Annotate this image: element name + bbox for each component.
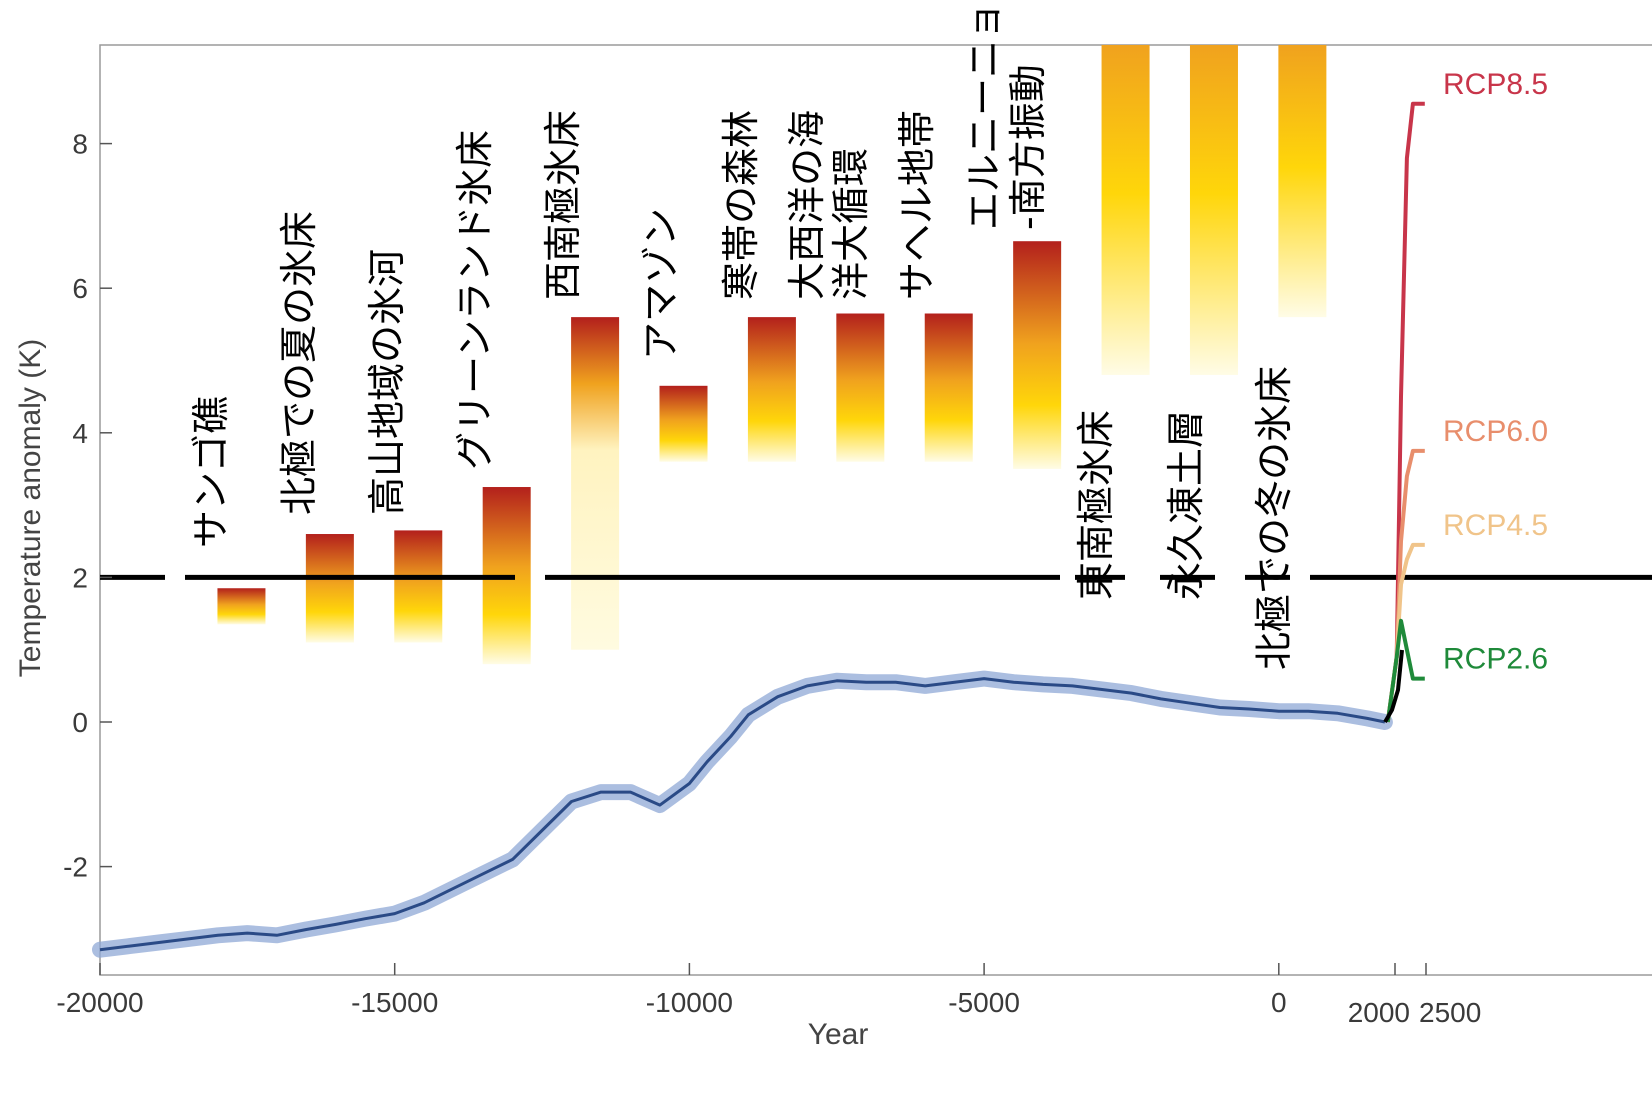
x-tick-label-2: -10000 [646, 987, 733, 1018]
axes: -2 0 2 4 6 8 -20000 -15000 -10000 -5000 0 2000 2500 Y… [14, 129, 1481, 1051]
legend-label-rcp6-0: RCP6.0 [1443, 415, 1548, 448]
tipping-label-1: 北極での夏の氷床 [277, 211, 321, 515]
tipping-label-9-line-0: エルニーニョ [962, 2, 1006, 230]
y-tick-label-5: 8 [72, 129, 88, 160]
tipping-bar-1 [305, 534, 354, 643]
x-tick-label-5: 2000 [1348, 997, 1410, 1028]
x-tick-label-3: -5000 [948, 987, 1020, 1018]
y-tick-label-4: 6 [72, 273, 88, 304]
tipping-point-labels: RCP8.5 RCP6.0 RCP4.5 RCP2.6 サンゴ礁 北極での夏の氷床 高山地域… [189, 2, 1548, 676]
tipping-bar-11 [1189, 45, 1238, 375]
series-line-rcp8-5 [1385, 101, 1425, 723]
plot-border [99, 44, 1652, 976]
tipping-label-0: サンゴ礁 [189, 396, 233, 548]
x-axis-title: Year [808, 1018, 869, 1051]
tipping-label-11: 永久凍土層 [1164, 410, 1208, 600]
tipping-bar-6 [747, 317, 796, 462]
historical-uncertainty-band [92, 670, 1393, 958]
tipping-label-10: 東南極氷床 [1074, 410, 1118, 600]
tipping-label-3: グリーンランド氷床 [453, 130, 497, 470]
tipping-label-6: 寒帯の森林 [719, 110, 763, 300]
x-tick-label-6: 2500 [1419, 997, 1481, 1028]
tipping-bar-9 [1013, 241, 1062, 469]
tipping-bar-8 [924, 313, 973, 462]
tipping-bar-4 [571, 317, 620, 650]
plot-frame [99, 44, 1652, 976]
tipping-bar-5 [659, 385, 708, 462]
tipping-bar-10 [1101, 45, 1150, 375]
tipping-bar-7 [836, 313, 885, 462]
temperature-series [92, 101, 1425, 958]
legend-label-rcp2-6: RCP2.6 [1443, 643, 1548, 676]
tipping-bar-2 [394, 530, 443, 643]
tipping-label-7-line-1: 洋大循環 [829, 148, 873, 300]
tipping-label-12: 北極での冬の氷床 [1252, 366, 1296, 670]
instrumental-record-line [1383, 649, 1404, 724]
legend-label-rcp8-5: RCP8.5 [1443, 68, 1548, 101]
y-axis-title: Temperature anomaly (K) [14, 339, 47, 677]
tipping-label-4: 西南極氷床 [541, 110, 585, 300]
tipping-bar-0 [217, 588, 266, 625]
x-tick-label-1: -15000 [351, 987, 438, 1018]
legend-label-rcp4-5: RCP4.5 [1443, 509, 1548, 542]
x-tick-label-0: -20000 [56, 987, 143, 1018]
x-tick-label-4: 0 [1271, 987, 1287, 1018]
tipping-point-bars [217, 45, 1327, 665]
tipping-label-9-line-1: -南方振動 [1006, 64, 1050, 230]
y-tick-label-2: 2 [72, 562, 88, 593]
series-line-rcp2-6 [1385, 618, 1425, 723]
tipping-label-5: アマゾン [639, 208, 683, 360]
tipping-label-7-line-0: 大西洋の海 [785, 110, 829, 300]
tipping-label-8: サヘル地帯 [895, 110, 939, 300]
tipping-label-2: 高山地域の氷河 [365, 249, 409, 515]
y-tick-label-3: 4 [72, 418, 88, 449]
y-tick-label-1: 0 [72, 707, 88, 738]
tipping-bar-12 [1278, 45, 1327, 318]
historical-temperature-line [99, 677, 1386, 952]
y-tick-label-0: -2 [63, 852, 88, 883]
